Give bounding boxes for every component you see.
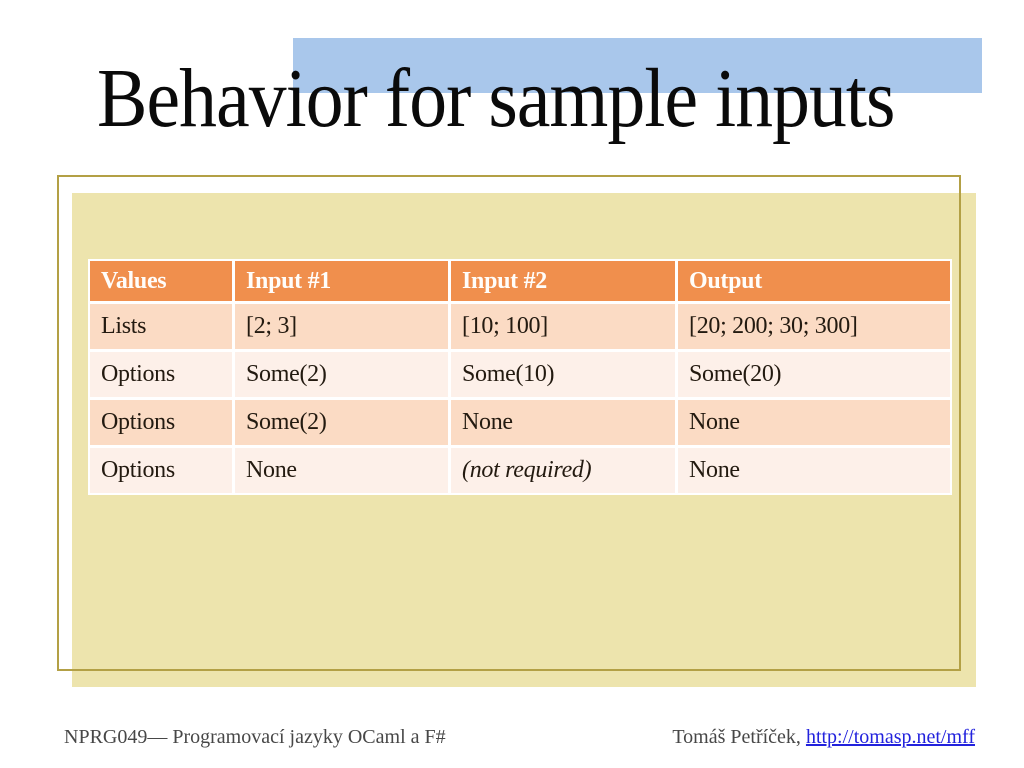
table-header-output: Output	[678, 261, 950, 301]
table-cell: None	[678, 400, 950, 445]
slide-footer: NPRG049— Programovací jazyky OCaml a F# …	[64, 726, 975, 749]
table-cell: Some(20)	[678, 352, 950, 397]
footer-author-name: Tomáš Petříček,	[672, 726, 806, 748]
table-cell: None	[678, 448, 950, 493]
table-header-values: Values	[90, 261, 232, 301]
table-cell: [20; 200; 30; 300]	[678, 304, 950, 349]
table-cell: Some(2)	[235, 352, 448, 397]
table-cell: Options	[90, 448, 232, 493]
table-cell: [10; 100]	[451, 304, 675, 349]
table-cell: Lists	[90, 304, 232, 349]
table-cell: Options	[90, 352, 232, 397]
table-cell: None	[235, 448, 448, 493]
table-cell: Options	[90, 400, 232, 445]
slide-title: Behavior for sample inputs	[97, 52, 895, 145]
table-cell: [2; 3]	[235, 304, 448, 349]
table-cell: Some(2)	[235, 400, 448, 445]
title-accent-bar	[293, 38, 982, 93]
sample-inputs-table: Values Input #1 Input #2 Output Lists [2…	[88, 259, 952, 495]
footer-author-link[interactable]: http://tomasp.net/mff	[805, 726, 975, 748]
table-header-input2: Input #2	[451, 261, 675, 301]
table-cell: None	[451, 400, 675, 445]
footer-author: Tomáš Petříček, http://tomasp.net/mff	[672, 726, 975, 749]
table-header-input1: Input #1	[235, 261, 448, 301]
table-cell-not-required: (not required)	[451, 448, 675, 493]
footer-course-label: NPRG049— Programovací jazyky OCaml a F#	[64, 726, 446, 748]
table-cell: Some(10)	[451, 352, 675, 397]
